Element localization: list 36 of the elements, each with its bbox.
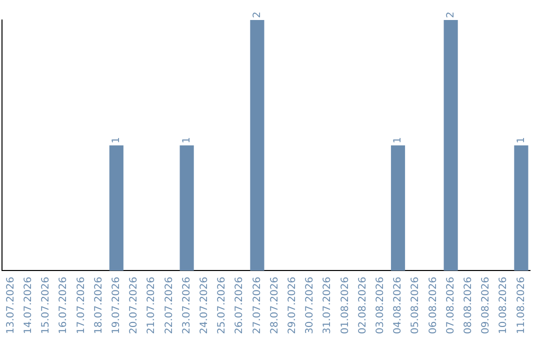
x-tick-label: 04.08.2026 xyxy=(392,276,404,334)
x-tick-label: 23.07.2026 xyxy=(181,276,192,334)
x-tick-label: 05.08.2026 xyxy=(410,276,422,334)
x-tick-label: 28.07.2026 xyxy=(269,276,280,334)
x-tick-label: 11.08.2026 xyxy=(516,276,527,334)
x-tick-label: 02.08.2026 xyxy=(357,276,368,334)
x-tick-label: 03.08.2026 xyxy=(374,276,386,334)
x-tick-label: 20.07.2026 xyxy=(128,276,140,334)
x-tick-label: 17.07.2026 xyxy=(76,276,87,334)
x-tick-label: 31.07.2026 xyxy=(322,276,334,334)
x-tick-label: 24.07.2026 xyxy=(198,276,210,334)
data-label: 1 xyxy=(516,136,527,144)
x-tick-label: 22.07.2026 xyxy=(164,276,175,334)
x-tick-label: 21.07.2026 xyxy=(146,276,158,334)
x-tick-label: 10.08.2026 xyxy=(498,276,510,334)
x-tick-label: 07.08.2026 xyxy=(445,276,456,334)
data-label: 2 xyxy=(252,12,263,18)
x-tick-label: 30.07.2026 xyxy=(304,276,316,334)
x-tick-label: 19.07.2026 xyxy=(110,276,122,334)
x-tick-label: 16.07.2026 xyxy=(58,276,70,334)
x-tick-label: 08.08.2026 xyxy=(462,276,474,334)
x-tick-label: 06.08.2026 xyxy=(428,276,439,334)
x-tick-label: 15.07.2026 xyxy=(40,276,52,334)
x-tick-label: 09.08.2026 xyxy=(480,276,492,334)
data-label: 1 xyxy=(110,136,122,144)
x-tick-label: 29.07.2026 xyxy=(286,276,298,334)
x-tick-label: 26.07.2026 xyxy=(234,276,246,334)
x-tick-label: 27.07.2026 xyxy=(252,276,263,334)
x-tick-label: 25.07.2026 xyxy=(216,276,228,334)
x-tick-label: 01.08.2026 xyxy=(340,276,351,334)
data-label: 1 xyxy=(181,136,192,144)
x-tick-label: 14.07.2026 xyxy=(22,276,34,334)
data-label: 1 xyxy=(392,136,404,144)
x-tick-label: 13.07.2026 xyxy=(5,276,16,334)
x-tick-label: 18.07.2026 xyxy=(93,276,104,334)
data-label: 2 xyxy=(445,12,456,18)
